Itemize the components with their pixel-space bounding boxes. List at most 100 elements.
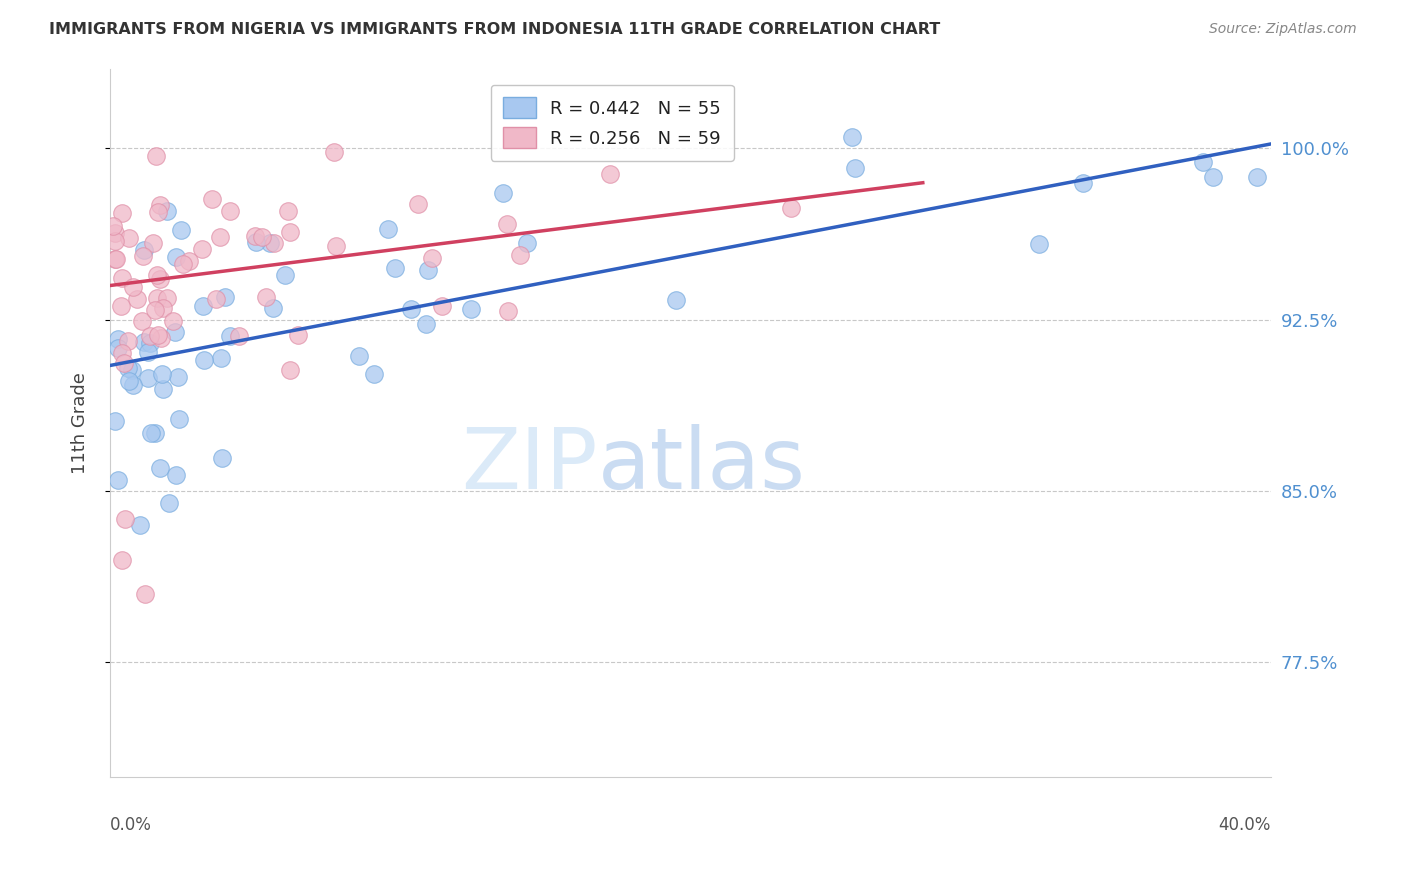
Point [110, 300, 132, 314]
Point [779, 201, 801, 215]
Point [163, 325, 186, 339]
Point [134, 243, 156, 257]
Point [122, 377, 145, 392]
Point [111, 552, 134, 566]
Point [141, 426, 163, 441]
Point [167, 412, 190, 426]
Point [111, 206, 134, 220]
Point [218, 204, 240, 219]
Point [193, 352, 215, 367]
Point [105, 252, 128, 267]
Point [287, 327, 309, 342]
Point [114, 511, 136, 525]
Point [117, 334, 139, 348]
Point [149, 272, 172, 286]
Point [406, 197, 429, 211]
Point [156, 291, 179, 305]
Point [146, 291, 169, 305]
Text: IMMIGRANTS FROM NIGERIA VS IMMIGRANTS FROM INDONESIA 11TH GRADE CORRELATION CHAR: IMMIGRANTS FROM NIGERIA VS IMMIGRANTS FR… [49, 22, 941, 37]
Text: 40.0%: 40.0% [1219, 815, 1271, 833]
Point [149, 461, 172, 475]
Point [278, 225, 301, 239]
Point [138, 328, 160, 343]
Point [325, 239, 347, 253]
Point [509, 248, 531, 262]
Point [209, 230, 232, 244]
Point [460, 301, 482, 316]
Point [150, 331, 173, 345]
Point [134, 587, 156, 601]
Point [146, 327, 169, 342]
Y-axis label: 11th Grade: 11th Grade [72, 372, 89, 474]
Point [152, 301, 174, 315]
Point [399, 301, 422, 316]
Point [254, 290, 277, 304]
Point [191, 299, 214, 313]
Point [245, 235, 267, 249]
Point [139, 335, 162, 350]
Point [165, 250, 187, 264]
Point [349, 349, 371, 363]
Point [204, 292, 226, 306]
Point [1071, 177, 1094, 191]
Point [415, 318, 437, 332]
Point [1246, 169, 1268, 184]
Point [430, 299, 453, 313]
Point [384, 261, 406, 276]
Point [495, 217, 517, 231]
Point [259, 235, 281, 250]
Text: ZIP: ZIP [461, 424, 598, 507]
Point [263, 236, 285, 251]
Point [127, 293, 149, 307]
Point [146, 268, 169, 282]
Point [170, 222, 193, 236]
Point [146, 205, 169, 219]
Point [104, 252, 127, 266]
Point [250, 230, 273, 244]
Point [166, 370, 188, 384]
Point [162, 314, 184, 328]
Point [143, 303, 166, 318]
Point [219, 328, 242, 343]
Point [418, 262, 440, 277]
Point [145, 149, 167, 163]
Point [201, 192, 224, 206]
Point [243, 229, 266, 244]
Point [143, 426, 166, 441]
Legend: R = 0.442   N = 55, R = 0.256   N = 59: R = 0.442 N = 55, R = 0.256 N = 59 [491, 85, 734, 161]
Point [214, 290, 236, 304]
Point [841, 130, 863, 145]
Point [156, 203, 179, 218]
Point [1028, 236, 1050, 251]
Point [498, 304, 520, 318]
Point [111, 346, 134, 360]
Point [278, 363, 301, 377]
Point [190, 242, 212, 256]
Point [142, 235, 165, 250]
Point [107, 332, 129, 346]
Point [420, 251, 443, 265]
Point [172, 257, 194, 271]
Point [177, 254, 200, 268]
Point [363, 368, 385, 382]
Point [132, 334, 155, 349]
Point [128, 518, 150, 533]
Text: 0.0%: 0.0% [110, 815, 152, 833]
Point [323, 145, 346, 159]
Point [599, 168, 621, 182]
Point [1192, 154, 1215, 169]
Point [228, 329, 250, 343]
Point [152, 382, 174, 396]
Point [121, 363, 143, 377]
Point [665, 293, 688, 308]
Point [136, 344, 159, 359]
Text: atlas: atlas [598, 424, 806, 507]
Point [377, 222, 399, 236]
Point [150, 367, 173, 381]
Point [149, 198, 172, 212]
Point [209, 351, 232, 365]
Point [262, 301, 284, 315]
Point [103, 219, 125, 234]
Point [274, 268, 297, 282]
Point [131, 314, 153, 328]
